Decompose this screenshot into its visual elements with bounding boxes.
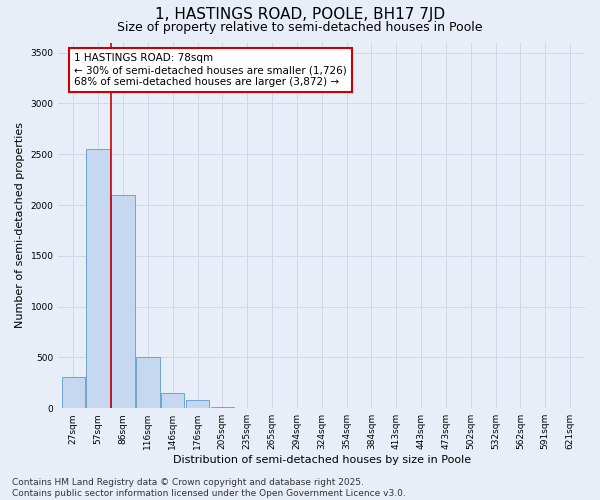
Text: 1, HASTINGS ROAD, POOLE, BH17 7JD: 1, HASTINGS ROAD, POOLE, BH17 7JD: [155, 8, 445, 22]
Text: Contains HM Land Registry data © Crown copyright and database right 2025.
Contai: Contains HM Land Registry data © Crown c…: [12, 478, 406, 498]
Bar: [161, 393, 184, 408]
Y-axis label: Number of semi-detached properties: Number of semi-detached properties: [15, 122, 25, 328]
Text: Size of property relative to semi-detached houses in Poole: Size of property relative to semi-detach…: [117, 21, 483, 34]
X-axis label: Distribution of semi-detached houses by size in Poole: Distribution of semi-detached houses by …: [173, 455, 471, 465]
Bar: [111, 195, 135, 408]
Bar: [136, 358, 160, 408]
Bar: [186, 400, 209, 408]
Bar: [211, 407, 234, 408]
Bar: [62, 377, 85, 408]
Bar: [86, 149, 110, 408]
Text: 1 HASTINGS ROAD: 78sqm
← 30% of semi-detached houses are smaller (1,726)
68% of : 1 HASTINGS ROAD: 78sqm ← 30% of semi-det…: [74, 54, 347, 86]
